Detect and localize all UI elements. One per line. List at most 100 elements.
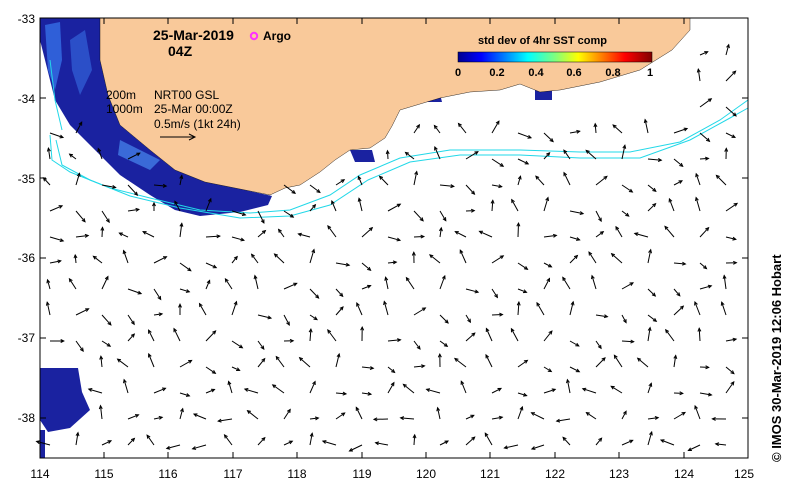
current-arrow	[356, 302, 363, 316]
current-arrow	[283, 314, 290, 326]
x-tick-label: 124	[674, 467, 694, 481]
current-arrow-head	[368, 226, 374, 232]
current-arrow-head	[732, 236, 737, 241]
current-arrow	[621, 314, 627, 323]
current-arrow-head	[315, 294, 320, 299]
current-arrow-head	[130, 437, 136, 442]
current-arrow-head	[98, 404, 103, 410]
current-arrow	[491, 416, 503, 420]
current-arrow-head	[444, 319, 449, 324]
current-arrow-head	[211, 369, 217, 374]
current-arrow	[479, 230, 493, 238]
current-arrow	[228, 381, 233, 394]
current-arrow	[218, 418, 233, 422]
current-arrow	[153, 313, 163, 316]
current-arrow-head	[657, 157, 663, 162]
current-arrow-head	[372, 417, 378, 422]
current-arrow-head	[348, 447, 353, 452]
current-arrow	[309, 184, 321, 193]
current-arrow	[375, 442, 389, 446]
current-arrow-head	[636, 357, 642, 362]
current-arrow	[361, 227, 373, 238]
current-arrow	[257, 314, 272, 319]
current-arrow	[153, 256, 167, 264]
current-arrow	[309, 204, 316, 212]
current-arrow-head	[471, 332, 476, 337]
current-arrow-head	[598, 437, 603, 442]
current-arrow	[504, 444, 519, 449]
current-arrow-head	[106, 342, 112, 347]
current-arrow	[673, 305, 684, 316]
current-arrow	[699, 227, 709, 238]
current-arrow	[517, 406, 523, 420]
current-arrow	[697, 69, 701, 82]
current-arrow	[309, 329, 312, 342]
current-arrow	[621, 210, 630, 217]
current-arrow-head	[536, 301, 541, 307]
current-arrow	[621, 411, 627, 420]
current-arrow-head	[705, 226, 710, 232]
current-arrow	[725, 236, 736, 240]
current-arrow-head	[545, 196, 549, 202]
current-arrow-head	[227, 380, 232, 386]
current-arrow	[725, 70, 736, 82]
current-arrow	[644, 119, 649, 134]
current-arrow	[231, 366, 240, 371]
current-arrow	[298, 233, 311, 238]
current-arrow	[283, 409, 291, 420]
current-arrow-head	[135, 207, 141, 212]
current-arrow	[465, 332, 476, 342]
current-arrow-head	[707, 392, 713, 397]
current-arrow-head	[599, 231, 605, 236]
current-arrow-head	[240, 237, 246, 242]
current-arrow	[117, 358, 129, 368]
current-arrow-head	[250, 253, 255, 258]
current-arrow	[335, 392, 347, 395]
current-arrow-head	[116, 358, 122, 363]
current-arrow-head	[313, 316, 318, 321]
current-arrow-head	[457, 122, 462, 128]
argo-legend-label: Argo	[263, 29, 291, 43]
current-arrow-head	[649, 430, 653, 436]
current-arrow	[543, 278, 550, 290]
current-arrow	[179, 359, 192, 368]
map-date-title: 25-Mar-2019	[153, 27, 234, 43]
current-arrow-head	[551, 388, 557, 393]
current-arrow-head	[682, 261, 687, 266]
current-arrow	[349, 444, 363, 452]
current-arrow-head	[603, 175, 608, 180]
current-arrow	[673, 128, 688, 134]
current-arrow	[123, 250, 129, 264]
current-arrow	[517, 288, 527, 293]
current-arrow-head	[122, 249, 127, 255]
current-arrow	[723, 275, 727, 290]
current-arrow	[101, 184, 116, 188]
current-arrow	[413, 124, 420, 134]
current-arrow-head	[286, 408, 291, 414]
map-time-title: 04Z	[168, 43, 193, 59]
current-arrow-head	[679, 305, 685, 310]
current-arrow	[100, 356, 103, 368]
current-arrow-head	[396, 203, 402, 208]
colorbar-tick: 0.4	[528, 67, 544, 79]
current-arrow-head	[100, 226, 105, 231]
current-arrow	[698, 328, 701, 342]
axis-ticks	[39, 17, 749, 458]
current-arrow	[725, 366, 735, 374]
current-arrow	[594, 123, 597, 134]
current-arrow-head	[441, 274, 446, 280]
current-arrow-head	[107, 440, 113, 444]
current-arrow-head	[471, 190, 476, 195]
y-tick-label: -37	[18, 331, 36, 345]
current-arrow	[278, 229, 285, 238]
current-arrow	[309, 249, 315, 264]
current-arrow	[327, 225, 337, 238]
current-arrow	[257, 437, 266, 446]
current-arrow-head	[523, 392, 528, 397]
current-arrow	[309, 288, 319, 299]
current-arrow	[192, 444, 207, 450]
current-arrow	[699, 98, 712, 108]
current-arrow-head	[404, 151, 410, 156]
current-arrow-head	[321, 440, 327, 444]
y-tick-label: -34	[18, 92, 36, 106]
